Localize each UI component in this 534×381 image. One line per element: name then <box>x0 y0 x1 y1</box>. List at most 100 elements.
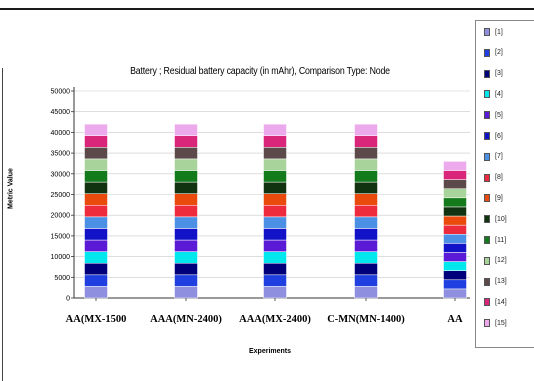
y-tick-label: 35000 <box>51 151 71 158</box>
bar-segment <box>84 286 108 299</box>
bar-segment <box>354 228 378 241</box>
bar-segment <box>174 205 198 218</box>
legend-swatch <box>484 132 490 140</box>
legend-item: [7] <box>484 151 503 163</box>
bar-segment <box>84 205 108 218</box>
y-tick-label: 30000 <box>51 171 71 178</box>
legend-label: [9] <box>495 194 503 202</box>
bar-segment <box>174 251 198 264</box>
x-tick-label: AAA(MX-2400) <box>239 314 311 325</box>
legend-swatch <box>484 111 490 120</box>
x-tick-label: AA <box>447 314 463 325</box>
bar-segment <box>263 123 287 136</box>
legend-label: [15] <box>495 319 507 327</box>
bar-segment <box>443 243 467 253</box>
legend-label: [12] <box>495 257 507 265</box>
bar-segment <box>263 239 287 252</box>
bar-segment <box>174 216 198 229</box>
legend-item: [14] <box>484 296 507 308</box>
legend-item: [2] <box>484 47 503 59</box>
bar-segment <box>84 135 108 148</box>
bar-segment <box>263 286 287 299</box>
legend-swatch <box>484 90 490 99</box>
bar-segment <box>354 135 378 148</box>
legend-item: [4] <box>484 88 503 100</box>
bar-segment <box>263 135 287 148</box>
legend-label: [14] <box>495 298 507 306</box>
left-divider <box>2 68 3 381</box>
legend-label: [10] <box>495 215 507 223</box>
legend-swatch <box>484 319 490 328</box>
bar-segment <box>84 147 108 160</box>
bar-segment <box>84 123 108 136</box>
bar-segment <box>443 206 467 217</box>
legend-swatch <box>484 194 490 203</box>
bar-segment <box>174 239 198 252</box>
legend-swatch <box>484 277 490 286</box>
bar-segment <box>443 288 467 299</box>
bar-segment <box>354 147 378 160</box>
bar-segment <box>263 158 287 171</box>
legend-item: [11] <box>484 234 506 246</box>
legend-label: [6] <box>495 132 503 140</box>
bar-segment <box>263 251 287 264</box>
bar-segment <box>443 252 467 262</box>
legend-label: [5] <box>495 111 503 119</box>
legend-swatch <box>484 69 490 78</box>
bar-segment <box>263 216 287 229</box>
bar-segment <box>443 215 467 226</box>
bar-segment <box>263 228 287 241</box>
legend-label: [13] <box>495 278 507 286</box>
legend-label: [11] <box>495 236 507 244</box>
bar-segment <box>443 233 467 244</box>
legend-swatch <box>484 173 490 182</box>
bar-segment <box>354 286 378 299</box>
bar-segment <box>84 193 108 206</box>
bar-segment <box>174 262 198 276</box>
legend-item: [8] <box>484 172 503 184</box>
top-divider <box>0 8 534 10</box>
bar-segment <box>263 274 287 287</box>
bar-segment <box>174 147 198 160</box>
y-tick-label: 20000 <box>51 213 71 220</box>
y-tick-label: 45000 <box>51 109 71 116</box>
legend-swatch <box>484 48 490 57</box>
bar-segment <box>354 216 378 229</box>
bar-segment <box>84 239 108 252</box>
legend-item: [5] <box>484 109 503 121</box>
bar-segment <box>443 261 467 271</box>
legend-item: [13] <box>484 276 507 288</box>
bar-segment <box>174 123 198 136</box>
bar-segment <box>263 193 287 206</box>
bar-segment <box>443 179 467 189</box>
bar-segment <box>84 216 108 229</box>
bar-segment <box>443 170 467 180</box>
bar-segment <box>263 147 287 160</box>
bar-segment <box>354 123 378 136</box>
bar-segment <box>84 228 108 241</box>
legend: [1] [2] [3] [4] [5] [6] [7] [8] [9] [10] [11] [12] [… <box>475 20 534 348</box>
y-tick-label: 5000 <box>54 275 70 282</box>
bar-segment <box>174 158 198 171</box>
bar-segment <box>263 262 287 276</box>
legend-label: [8] <box>495 174 503 182</box>
bar-segment <box>354 193 378 206</box>
legend-label: [1] <box>495 28 503 36</box>
x-axis-label: Experiments <box>248 348 292 355</box>
bar-segment <box>263 205 287 218</box>
legend-label: [4] <box>495 90 503 98</box>
bar-segment <box>443 224 467 235</box>
legend-item: [12] <box>484 255 507 267</box>
y-tick-label: 15000 <box>51 233 71 240</box>
bar-segment <box>263 181 287 194</box>
bar-segment <box>354 170 378 183</box>
legend-swatch <box>484 256 490 265</box>
bar-segment <box>354 274 378 287</box>
legend-label: [3] <box>495 70 503 78</box>
bar-segment <box>174 181 198 194</box>
bar-segment <box>174 193 198 206</box>
bar-segment <box>84 274 108 287</box>
bar-segment <box>84 251 108 264</box>
legend-item: [9] <box>484 192 503 204</box>
bar-segment <box>354 251 378 264</box>
